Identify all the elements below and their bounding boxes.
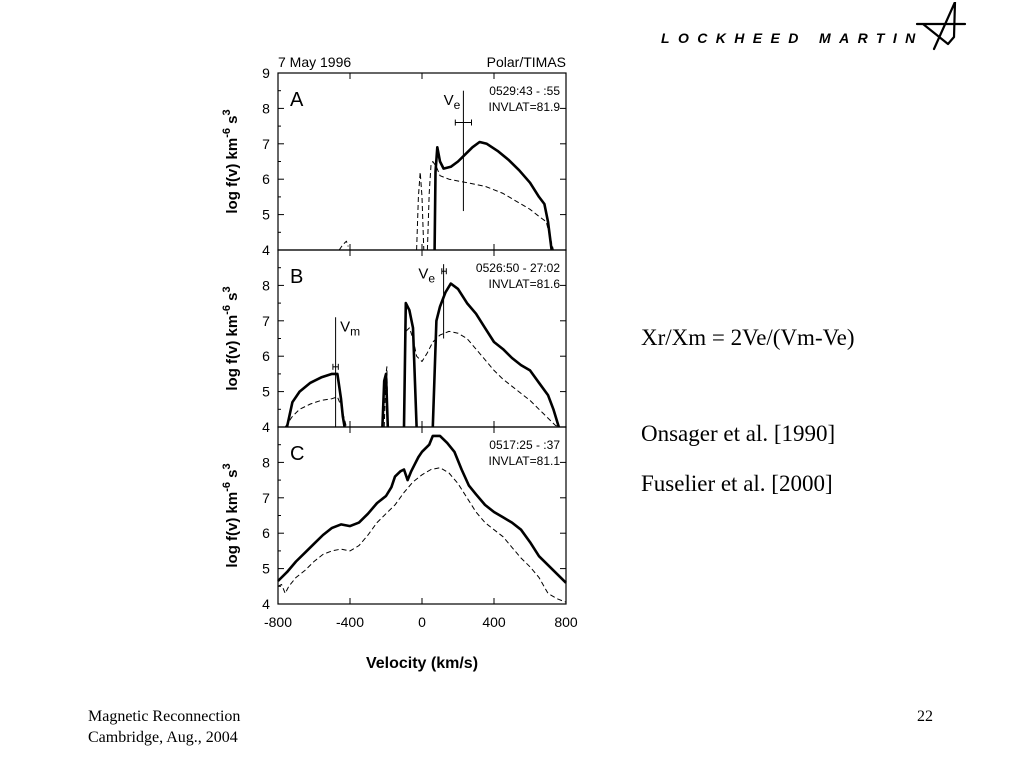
y-tick-label: 8 (262, 454, 270, 470)
series-solid-line (433, 140, 553, 251)
panel-invlat-label: INVLAT=81.9 (489, 100, 561, 114)
x-tick-label: -400 (336, 614, 364, 630)
panel-c: 4 5 6 7 8 log f(v) km-6 s3 C 0517:25 - :37 INVLA… (221, 426, 567, 612)
y-tick-label: 5 (262, 561, 270, 577)
y-tick-label: 8 (262, 100, 270, 116)
x-tick-label: 400 (482, 614, 506, 630)
panel-invlat-label: INVLAT=81.6 (489, 277, 561, 291)
y-axis-label: log f(v) km-6 s3 (221, 463, 241, 567)
series-solid-line (431, 282, 561, 428)
panel-b: 4 5 6 7 8 log f(v) km-6 s3 B 0526:50 - 27:02 INV… (221, 249, 567, 435)
series-dashed-line (416, 171, 425, 251)
star-icon (915, 2, 967, 51)
y-tick-label: 7 (262, 136, 270, 152)
reference-fuselier: Fuselier et al. [2000] (641, 471, 833, 496)
footer-line-2: Cambridge, Aug., 2004 (88, 729, 238, 746)
series-solid-line (402, 301, 418, 428)
marker-label: Ve (418, 265, 435, 285)
panel-time-label: 0529:43 - :55 (489, 84, 560, 98)
series-dashed-line (284, 396, 347, 428)
panel-letter: C (290, 443, 304, 465)
panel-invlat-label: INVLAT=81.1 (489, 454, 561, 468)
y-tick-label: 6 (262, 525, 270, 541)
y-tick-label: 4 (262, 242, 270, 258)
reference-onsager: Onsager et al. [1990] (641, 421, 836, 446)
series-dashed-line (338, 240, 349, 251)
marker-label: Ve (444, 92, 461, 112)
footer-line-1: Magnetic Reconnection (88, 708, 241, 725)
panel-time-label: 0517:25 - :37 (489, 438, 560, 452)
series-dashed-line (403, 327, 560, 428)
lockheed-martin-logo: LOCKHEED MARTIN (661, 2, 967, 51)
chart-instrument-label: Polar/TIMAS (487, 54, 566, 70)
y-axis-label: log f(v) km-6 s3 (221, 109, 241, 213)
panel-letter: A (290, 89, 304, 111)
y-tick-label: 6 (262, 348, 270, 364)
y-axis-label: log f(v) km-6 s3 (221, 286, 241, 390)
series-dashed-line (277, 467, 567, 603)
velocity-distribution-figure: 7 May 1996 Polar/TIMAS 4 5 6 7 8 9 log f(v) km-6… (221, 54, 578, 672)
y-tick-label: 7 (262, 490, 270, 506)
reconnection-formula: Xr/Xm = 2Ve/(Vm-Ve) (641, 325, 855, 350)
y-tick-label: 7 (262, 313, 270, 329)
panel-a: 4 5 6 7 8 9 log f(v) km-6 s3 A 0529:43 - :55 INVL… (221, 65, 567, 258)
panel-letter: B (290, 266, 303, 288)
y-tick-label: 5 (262, 207, 270, 223)
logo-text: LOCKHEED MARTIN (661, 30, 924, 46)
x-axis-label: Velocity (km/s) (366, 655, 478, 672)
y-tick-label: 5 (262, 384, 270, 400)
footer-conference: Magnetic Reconnection Cambridge, Aug., 2… (88, 706, 240, 748)
series-solid-line (277, 434, 567, 584)
marker-label: Vm (340, 318, 360, 338)
page-number: 22 (917, 708, 933, 725)
y-tick-label: 9 (262, 65, 270, 81)
y-tick-label: 6 (262, 171, 270, 187)
chart-date-label: 7 May 1996 (278, 54, 351, 70)
y-tick-label: 4 (262, 419, 270, 435)
series-dashed-line (383, 366, 389, 428)
y-tick-label: 4 (262, 596, 270, 612)
series-dashed-line (426, 161, 554, 251)
panel-time-label: 0526:50 - 27:02 (476, 261, 560, 275)
series-solid-line (381, 372, 390, 428)
x-tick-label: 0 (418, 614, 426, 630)
y-tick-label: 8 (262, 277, 270, 293)
x-tick-label: -800 (264, 614, 292, 630)
x-tick-label: 800 (554, 614, 578, 630)
